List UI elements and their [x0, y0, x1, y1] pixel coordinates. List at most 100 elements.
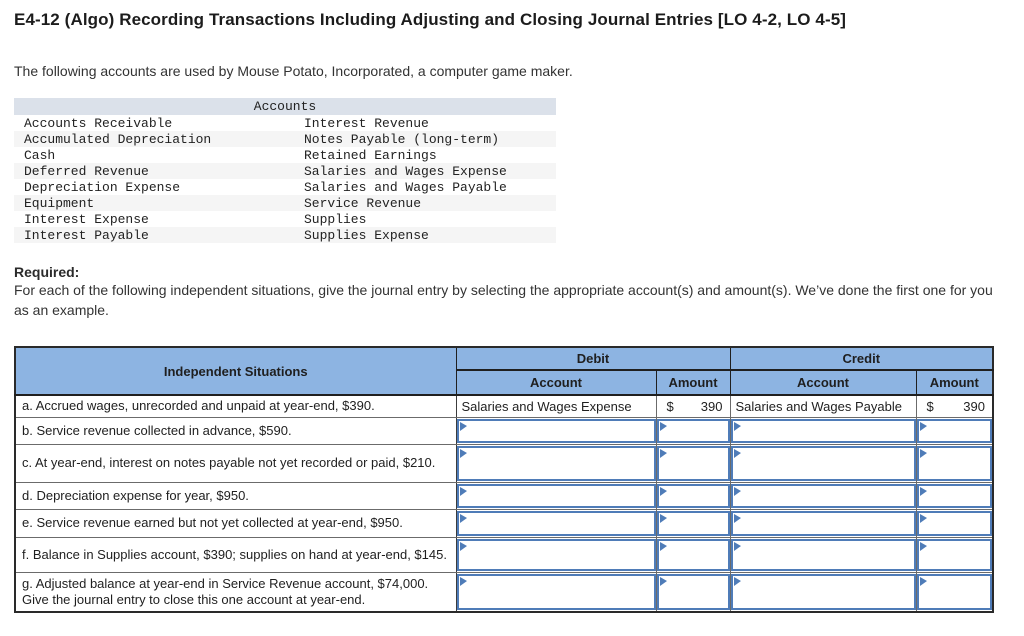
accounts-row: Cash Retained Earnings: [14, 147, 556, 163]
debit-amount-input-d[interactable]: [656, 483, 730, 508]
dropdown-caret-icon: [919, 486, 927, 496]
dropdown-caret-icon: [733, 421, 741, 431]
journal-row-e: e. Service revenue earned but not yet co…: [14, 508, 994, 538]
credit-amount-input-c[interactable]: [916, 445, 992, 481]
dropdown-caret-icon: [659, 421, 667, 431]
debit-amount-input-f[interactable]: [656, 538, 730, 571]
accounts-row: Deferred Revenue Salaries and Wages Expe…: [14, 163, 556, 179]
accounts-row: Interest Expense Supplies: [14, 211, 556, 227]
credit-account-select-c[interactable]: [730, 445, 916, 481]
accounts-row: Accumulated Depreciation Notes Payable (…: [14, 131, 556, 147]
credit-amount-input-d[interactable]: [916, 483, 992, 508]
dropdown-caret-icon: [659, 486, 667, 496]
column-group-debit: Debit: [455, 346, 731, 371]
situation-text-g: g. Adjusted balance at year-end in Servi…: [14, 571, 457, 613]
account-name: Supplies: [304, 211, 367, 227]
account-name: Equipment: [14, 195, 294, 211]
debit-amount-input-g[interactable]: [656, 573, 730, 610]
account-name: Retained Earnings: [304, 147, 437, 163]
account-name: Accumulated Depreciation: [14, 131, 294, 147]
column-header-situations: Independent Situations: [14, 346, 457, 396]
account-name: Service Revenue: [294, 195, 556, 211]
debit-amount-input-b[interactable]: [656, 418, 730, 443]
credit-amount-input-b[interactable]: [916, 418, 992, 443]
amount-number: 390: [963, 398, 985, 414]
journal-entries-table: Independent Situations Debit Credit Acco…: [14, 346, 994, 613]
situation-text-e: e. Service revenue earned but not yet co…: [14, 508, 457, 538]
situation-text-c: c. At year-end, interest on notes payabl…: [14, 443, 457, 483]
column-header-credit-account: Account: [729, 369, 917, 396]
account-name: Interest Expense: [24, 211, 149, 227]
dropdown-caret-icon: [459, 448, 467, 458]
intro-text: The following accounts are used by Mouse…: [14, 63, 573, 79]
credit-account-select-g[interactable]: [730, 573, 916, 610]
dropdown-caret-icon: [919, 448, 927, 458]
accounts-row: Interest Payable Supplies Expense: [14, 227, 556, 243]
journal-row-f: f. Balance in Supplies account, $390; su…: [14, 536, 994, 573]
required-instructions: For each of the following independent si…: [14, 282, 993, 318]
credit-amount-input-f[interactable]: [916, 538, 992, 571]
situation-text-d: d. Depreciation expense for year, $950.: [14, 481, 457, 510]
dropdown-caret-icon: [459, 576, 467, 586]
dropdown-caret-icon: [459, 541, 467, 551]
dropdown-caret-icon: [733, 541, 741, 551]
debit-account-select-d[interactable]: [456, 483, 656, 508]
debit-account-select-b[interactable]: [456, 418, 656, 443]
column-header-debit-account: Account: [455, 369, 657, 396]
debit-amount-input-c[interactable]: [656, 445, 730, 481]
dropdown-caret-icon: [919, 576, 927, 586]
currency-symbol: $: [666, 398, 674, 414]
account-name: Notes Payable (long-term): [294, 131, 556, 147]
credit-amount-input-e[interactable]: [916, 510, 992, 536]
journal-row-a: a. Accrued wages, unrecorded and unpaid …: [14, 394, 994, 418]
situation-text-a: a. Accrued wages, unrecorded and unpaid …: [14, 394, 457, 418]
account-name: Deferred Revenue: [14, 163, 294, 179]
account-name: Depreciation Expense: [24, 179, 181, 195]
dropdown-caret-icon: [919, 421, 927, 431]
account-name: Salaries and Wages Expense: [294, 163, 556, 179]
account-name: Interest Payable: [14, 227, 294, 243]
accounts-row: Depreciation Expense Salaries and Wages …: [14, 179, 556, 195]
dropdown-caret-icon: [659, 448, 667, 458]
dropdown-caret-icon: [459, 486, 467, 496]
amount-number: 390: [700, 398, 723, 414]
dropdown-caret-icon: [733, 448, 741, 458]
situation-text-f: f. Balance in Supplies account, $390; su…: [14, 536, 457, 573]
account-name: Interest Revenue: [304, 115, 429, 131]
account-name: Salaries and Wages Payable: [304, 179, 507, 195]
currency-symbol: $: [926, 398, 934, 414]
dropdown-caret-icon: [733, 576, 741, 586]
dropdown-caret-icon: [459, 513, 467, 523]
credit-account-select-e[interactable]: [730, 510, 916, 536]
column-header-credit-amount: Amount: [915, 369, 994, 396]
column-header-debit-amount: Amount: [655, 369, 731, 396]
dropdown-caret-icon: [659, 541, 667, 551]
credit-account-select-b[interactable]: [730, 418, 916, 443]
dropdown-caret-icon: [919, 541, 927, 551]
column-group-credit: Credit: [729, 346, 994, 371]
dropdown-caret-icon: [659, 513, 667, 523]
credit-account-select-d[interactable]: [730, 483, 916, 508]
dropdown-caret-icon: [733, 486, 741, 496]
required-label: Required:: [14, 264, 80, 280]
account-name: Accounts Receivable: [24, 115, 173, 131]
debit-account-select-g[interactable]: [456, 573, 656, 610]
debit-account-select-f[interactable]: [456, 538, 656, 571]
debit-amount-value-a: $390: [655, 394, 731, 418]
dropdown-caret-icon: [733, 513, 741, 523]
accounts-row: Accounts Receivable Interest Revenue: [14, 115, 556, 131]
debit-amount-input-e[interactable]: [656, 510, 730, 536]
journal-row-b: b. Service revenue collected in advance,…: [14, 416, 994, 445]
journal-row-c: c. At year-end, interest on notes payabl…: [14, 443, 994, 483]
situation-text-b: b. Service revenue collected in advance,…: [14, 416, 457, 445]
dropdown-caret-icon: [659, 576, 667, 586]
page-title: E4-12 (Algo) Recording Transactions Incl…: [14, 10, 847, 29]
journal-row-d: d. Depreciation expense for year, $950.: [14, 481, 994, 510]
debit-account-select-c[interactable]: [456, 445, 656, 481]
debit-account-value-a: Salaries and Wages Expense: [455, 394, 657, 418]
debit-account-select-e[interactable]: [456, 510, 656, 536]
credit-account-select-f[interactable]: [730, 538, 916, 571]
credit-amount-value-a: $390: [915, 394, 994, 418]
credit-amount-input-g[interactable]: [916, 573, 992, 610]
dropdown-caret-icon: [459, 421, 467, 431]
